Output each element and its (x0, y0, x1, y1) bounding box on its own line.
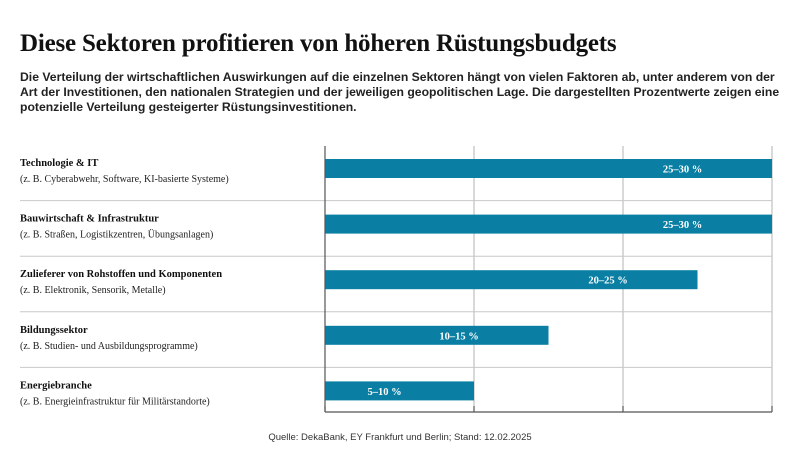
category-examples: (z. B. Studien- und Ausbildungsprogramme… (20, 341, 198, 352)
category-examples: (z. B. Cyberabwehr, Software, KI-basiert… (20, 174, 229, 185)
x-axis (324, 146, 773, 413)
bar-value-label: 5–10 % (368, 387, 402, 398)
chart-subtitle: Die Verteilung der wirtschaftlichen Ausw… (20, 70, 780, 114)
source-note: Quelle: DekaBank, EY Frankfurt und Berli… (268, 432, 532, 443)
chart-title: Diese Sektoren profitieren von höheren R… (20, 30, 617, 57)
category-name: Zulieferer von Rohstoffen und Komponente… (20, 269, 222, 280)
category-name: Bildungssektor (20, 325, 88, 336)
category-examples: (z. B. Straßen, Logistikzentren, Übungsa… (20, 229, 213, 241)
row-separators (20, 200, 772, 368)
bar (325, 325, 549, 345)
bar-value-label: 10–15 % (439, 331, 478, 342)
category-name: Technologie & IT (20, 158, 98, 169)
bar (325, 381, 474, 401)
category-examples: (z. B. Energieinfrastruktur für Militärs… (20, 396, 210, 407)
bars: 25–30 % 25–30 % 20–25 % 10–15 % 5–10 % (325, 159, 772, 401)
category-name: Energiebranche (20, 380, 92, 391)
bar-value-label: 25–30 % (663, 165, 702, 176)
bar (325, 159, 772, 178)
category-name: Bauwirtschaft & Infrastruktur (20, 214, 159, 225)
bar-value-label: 25–30 % (663, 220, 702, 231)
category-labels: Technologie & IT (z. B. Cyberabwehr, Soft… (20, 158, 229, 407)
bar (325, 214, 772, 234)
bar-value-label: 20–25 % (588, 276, 627, 287)
bar (325, 270, 698, 290)
category-examples: (z. B. Elektronik, Sensorik, Metalle) (20, 285, 166, 296)
